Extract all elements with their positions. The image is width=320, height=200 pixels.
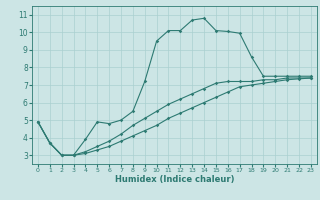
- X-axis label: Humidex (Indice chaleur): Humidex (Indice chaleur): [115, 175, 234, 184]
